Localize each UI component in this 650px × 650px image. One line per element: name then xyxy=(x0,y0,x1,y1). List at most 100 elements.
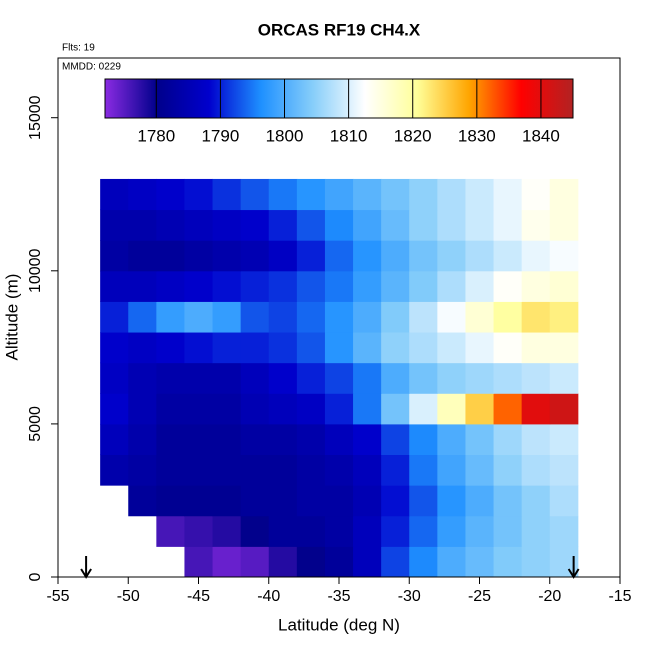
heatmap-cell xyxy=(409,515,438,547)
heatmap-cell xyxy=(353,270,382,302)
heatmap-cell xyxy=(381,332,410,364)
heatmap-cell xyxy=(128,393,157,425)
heatmap-cell xyxy=(465,178,495,211)
y-tick-label: 0 xyxy=(27,572,44,581)
arrow-marker xyxy=(80,556,92,579)
heatmap-cell xyxy=(268,332,298,364)
heatmap-cell xyxy=(493,178,523,211)
heatmap-cell xyxy=(268,362,298,394)
heatmap-cell xyxy=(296,301,326,333)
heatmap-cell xyxy=(437,454,466,486)
heatmap-cell xyxy=(549,270,579,302)
heatmap-cell xyxy=(381,209,410,241)
heatmap-cell xyxy=(353,546,382,578)
heatmap-cell xyxy=(240,178,270,211)
heatmap-cell xyxy=(128,362,157,394)
arrow-head xyxy=(567,568,580,579)
heatmap-cell xyxy=(100,454,129,486)
heatmap-cell xyxy=(409,240,438,272)
heatmap-cell xyxy=(156,209,185,241)
heatmap-cell xyxy=(324,515,354,547)
heatmap-cell xyxy=(465,240,495,272)
annotation: MMDD: 0229 xyxy=(62,62,121,73)
x-tick-label: -55 xyxy=(46,588,69,605)
heatmap-cell xyxy=(549,485,579,517)
heatmap-cell xyxy=(156,362,185,394)
heatmap-cell xyxy=(156,454,185,486)
heatmap-cell xyxy=(240,454,270,486)
colorbar-tick-label: 1780 xyxy=(137,126,175,145)
heatmap-cell xyxy=(409,423,438,456)
heatmap-cell xyxy=(156,485,185,517)
heatmap-cell xyxy=(156,270,185,302)
heatmap-cell xyxy=(212,546,242,578)
heatmap-cell xyxy=(549,515,579,547)
heatmap-cell xyxy=(212,209,242,241)
heatmap-cell xyxy=(184,423,214,456)
heatmap-cell xyxy=(465,546,495,578)
heatmap-cell xyxy=(296,393,326,425)
heatmap-cell xyxy=(353,485,382,517)
chart-title: ORCAS RF19 CH4.X xyxy=(258,20,421,39)
heatmap-cell xyxy=(437,301,466,333)
heatmap-cell xyxy=(268,546,298,578)
heatmap-cell xyxy=(353,393,382,425)
heatmap-cell xyxy=(409,393,438,425)
heatmap-cell xyxy=(156,178,185,211)
annotation: Flts: 19 xyxy=(62,43,95,54)
heatmap-cell xyxy=(184,301,214,333)
heatmap-cell xyxy=(437,270,466,302)
x-tick-label: -35 xyxy=(327,588,350,605)
heatmap-cell xyxy=(324,240,354,272)
heatmap-cell xyxy=(549,240,579,272)
heatmap-cell xyxy=(521,546,551,578)
heatmap-cell xyxy=(437,332,466,364)
heatmap-cell xyxy=(521,178,551,211)
heatmap-cell xyxy=(324,485,354,517)
heatmap-cell xyxy=(493,546,523,578)
heatmap-cell xyxy=(184,240,214,272)
heatmap-cell xyxy=(156,301,185,333)
heatmap-cell xyxy=(296,454,326,486)
x-axis-label: Latitude (deg N) xyxy=(278,615,400,634)
heatmap-cell xyxy=(128,270,157,302)
arrow-head xyxy=(80,568,92,579)
heatmap-cell xyxy=(353,362,382,394)
heatmap-cell xyxy=(324,332,354,364)
heatmap-cell xyxy=(521,209,551,241)
heatmap-cell xyxy=(381,485,410,517)
heatmap-cell xyxy=(409,332,438,364)
heatmap-cell xyxy=(549,178,579,211)
heatmap-cell xyxy=(268,515,298,547)
heatmap-cell xyxy=(296,485,326,517)
heatmap-cell xyxy=(156,423,185,456)
heatmap-cell xyxy=(240,423,270,456)
heatmap-cell xyxy=(493,240,523,272)
x-tick-label: -20 xyxy=(538,588,561,605)
heatmap-cell xyxy=(128,209,157,241)
heatmap-cell xyxy=(409,362,438,394)
heatmap-cell xyxy=(437,240,466,272)
y-axis-label: Altitude (m) xyxy=(2,274,21,361)
heatmap-cell xyxy=(521,301,551,333)
x-tick-label: -50 xyxy=(117,588,140,605)
heatmap-cell xyxy=(353,423,382,456)
heatmap-cell xyxy=(296,546,326,578)
heatmap-cell xyxy=(184,209,214,241)
colorbar-tick-label: 1800 xyxy=(266,126,304,145)
heatmap-cell xyxy=(128,178,157,211)
heatmap-cell xyxy=(296,209,326,241)
y-tick-label: 5000 xyxy=(27,406,44,442)
heatmap-cell xyxy=(268,393,298,425)
heatmap-cell xyxy=(381,515,410,547)
y-tick-label: 15000 xyxy=(27,95,44,140)
heatmap-cell xyxy=(353,332,382,364)
heatmap-cell xyxy=(240,209,270,241)
heatmap-cell xyxy=(240,270,270,302)
heatmap-cell xyxy=(353,209,382,241)
heatmap-cell xyxy=(324,423,354,456)
heatmap-cell xyxy=(296,423,326,456)
heatmap-cell xyxy=(381,454,410,486)
heatmap-cell xyxy=(156,240,185,272)
heatmap-cell xyxy=(324,393,354,425)
